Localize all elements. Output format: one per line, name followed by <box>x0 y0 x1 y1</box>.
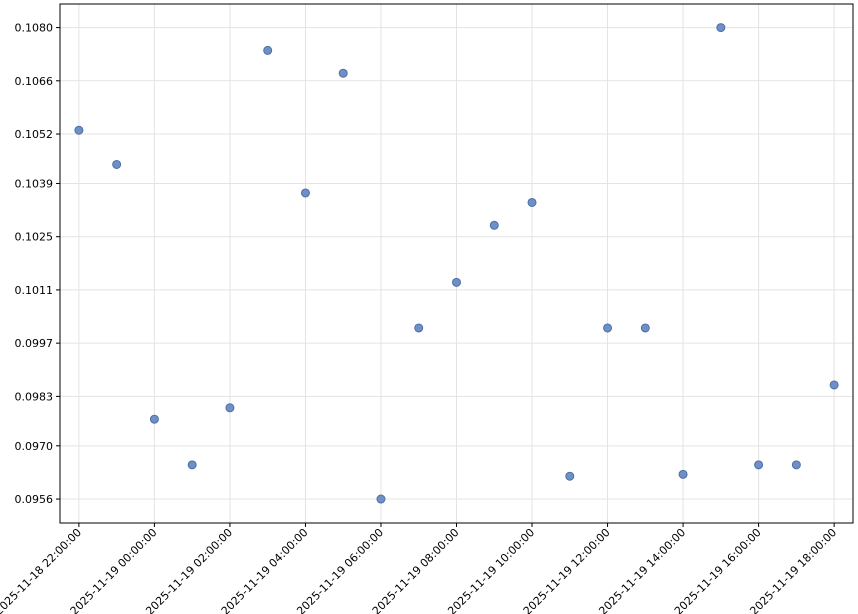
x-tick-label: 2025-11-19 12:00:00 <box>521 526 613 614</box>
data-point <box>640 323 650 333</box>
x-tick-label: 2025-11-19 08:00:00 <box>370 526 462 614</box>
data-point <box>376 494 386 504</box>
data-point <box>452 277 461 287</box>
data-point <box>112 159 122 169</box>
x-tick-label: 2025-11-19 00:00:00 <box>68 526 160 614</box>
y-tick-label: 0.0970 <box>15 440 54 453</box>
y-tick-label: 0.1039 <box>15 177 54 190</box>
y-tick-label: 0.1052 <box>15 128 54 141</box>
data-point <box>225 403 235 413</box>
data-point <box>414 323 424 333</box>
x-tick-label: 2025-11-19 16:00:00 <box>672 526 764 614</box>
data-point <box>489 220 499 230</box>
y-tick-label: 0.0983 <box>15 390 54 403</box>
ticks-layer <box>56 27 835 527</box>
data-point <box>74 125 84 135</box>
data-point <box>527 197 537 207</box>
data-point <box>300 188 310 198</box>
points-layer <box>74 23 839 504</box>
y-tick-label: 0.0997 <box>15 337 54 350</box>
data-point <box>791 460 801 470</box>
x-tick-label: 2025-11-19 18:00:00 <box>747 526 839 614</box>
data-point <box>187 460 197 470</box>
y-tick-label: 0.1080 <box>15 22 54 35</box>
x-tick-label: 2025-11-19 14:00:00 <box>596 526 688 614</box>
data-point <box>338 68 348 78</box>
y-tick-label: 0.1011 <box>15 284 54 297</box>
data-point <box>754 460 764 470</box>
grid-layer <box>60 4 853 523</box>
x-tick-label: 2025-11-19 04:00:00 <box>219 526 311 614</box>
y-tick-label: 0.1066 <box>15 75 54 88</box>
data-point <box>829 380 839 390</box>
x-tick-label: 2025-11-18 22:00:00 <box>0 526 84 614</box>
y-tick-label: 0.0956 <box>15 493 54 506</box>
data-point <box>263 45 273 55</box>
x-tick-label: 2025-11-19 10:00:00 <box>445 526 537 614</box>
data-point <box>149 414 159 424</box>
y-tick-label: 0.1025 <box>15 231 54 244</box>
x-tick-label: 2025-11-19 02:00:00 <box>143 526 235 614</box>
data-point <box>565 471 575 481</box>
x-tick-label: 2025-11-19 06:00:00 <box>294 526 386 614</box>
data-point <box>716 23 726 33</box>
data-point <box>678 469 688 479</box>
data-point <box>603 323 613 333</box>
